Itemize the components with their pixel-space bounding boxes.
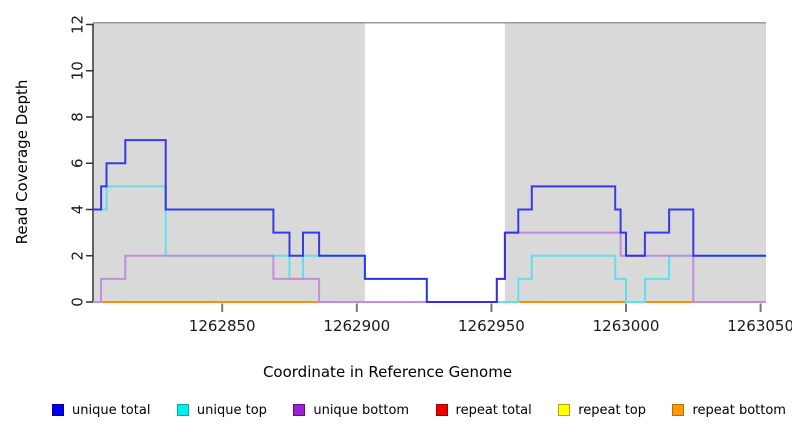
legend-item-repeat-total: repeat total	[435, 402, 532, 418]
legend-label: unique top	[196, 402, 267, 418]
shaded-region-1	[504, 22, 766, 302]
x-tick-label: 1263000	[593, 317, 660, 335]
legend-item-repeat-bottom: repeat bottom	[672, 403, 786, 418]
y-tick-label: 12	[69, 15, 87, 34]
legend-label: repeat bottom	[692, 402, 786, 418]
legend-item-unique-bottom: unique bottom	[293, 403, 409, 418]
y-tick-label: 0	[69, 297, 87, 307]
chart-legend: unique total unique top unique bottom repea…	[52, 398, 786, 422]
shaded-region-0	[93, 22, 365, 302]
x-tick-label: 1262900	[323, 317, 390, 335]
x-tick-label: 1262850	[189, 317, 256, 335]
y-tick-label: 8	[69, 112, 87, 122]
legend-item-unique-total: unique total	[52, 403, 150, 418]
x-tick-label: 1262950	[458, 317, 525, 335]
legend-label: repeat total	[455, 402, 532, 418]
series-line-unique-total	[93, 139, 766, 303]
legend-swatch-icon	[558, 404, 571, 416]
y-tick-label: 6	[69, 158, 87, 168]
legend-swatch-icon	[52, 404, 64, 416]
legend-swatch-icon	[176, 404, 189, 416]
legend-swatch-icon	[435, 404, 448, 416]
y-tick-label: 2	[69, 251, 87, 261]
legend-swatch-icon	[672, 404, 685, 416]
legend-label: repeat top	[578, 402, 646, 418]
legend-item-unique-top: unique top	[176, 402, 267, 418]
x-tick-label: 1263050	[727, 317, 792, 335]
y-tick-label: 10	[69, 61, 87, 80]
legend-swatch-icon	[293, 404, 306, 416]
legend-label: unique bottom	[313, 402, 410, 418]
legend-item-repeat-top: repeat top	[558, 403, 646, 418]
legend-label: unique total	[72, 402, 151, 418]
y-tick-label: 4	[69, 205, 87, 215]
y-axis-title: Read Coverage Depth	[13, 80, 31, 245]
x-axis-title: Coordinate in Reference Genome	[263, 363, 512, 381]
